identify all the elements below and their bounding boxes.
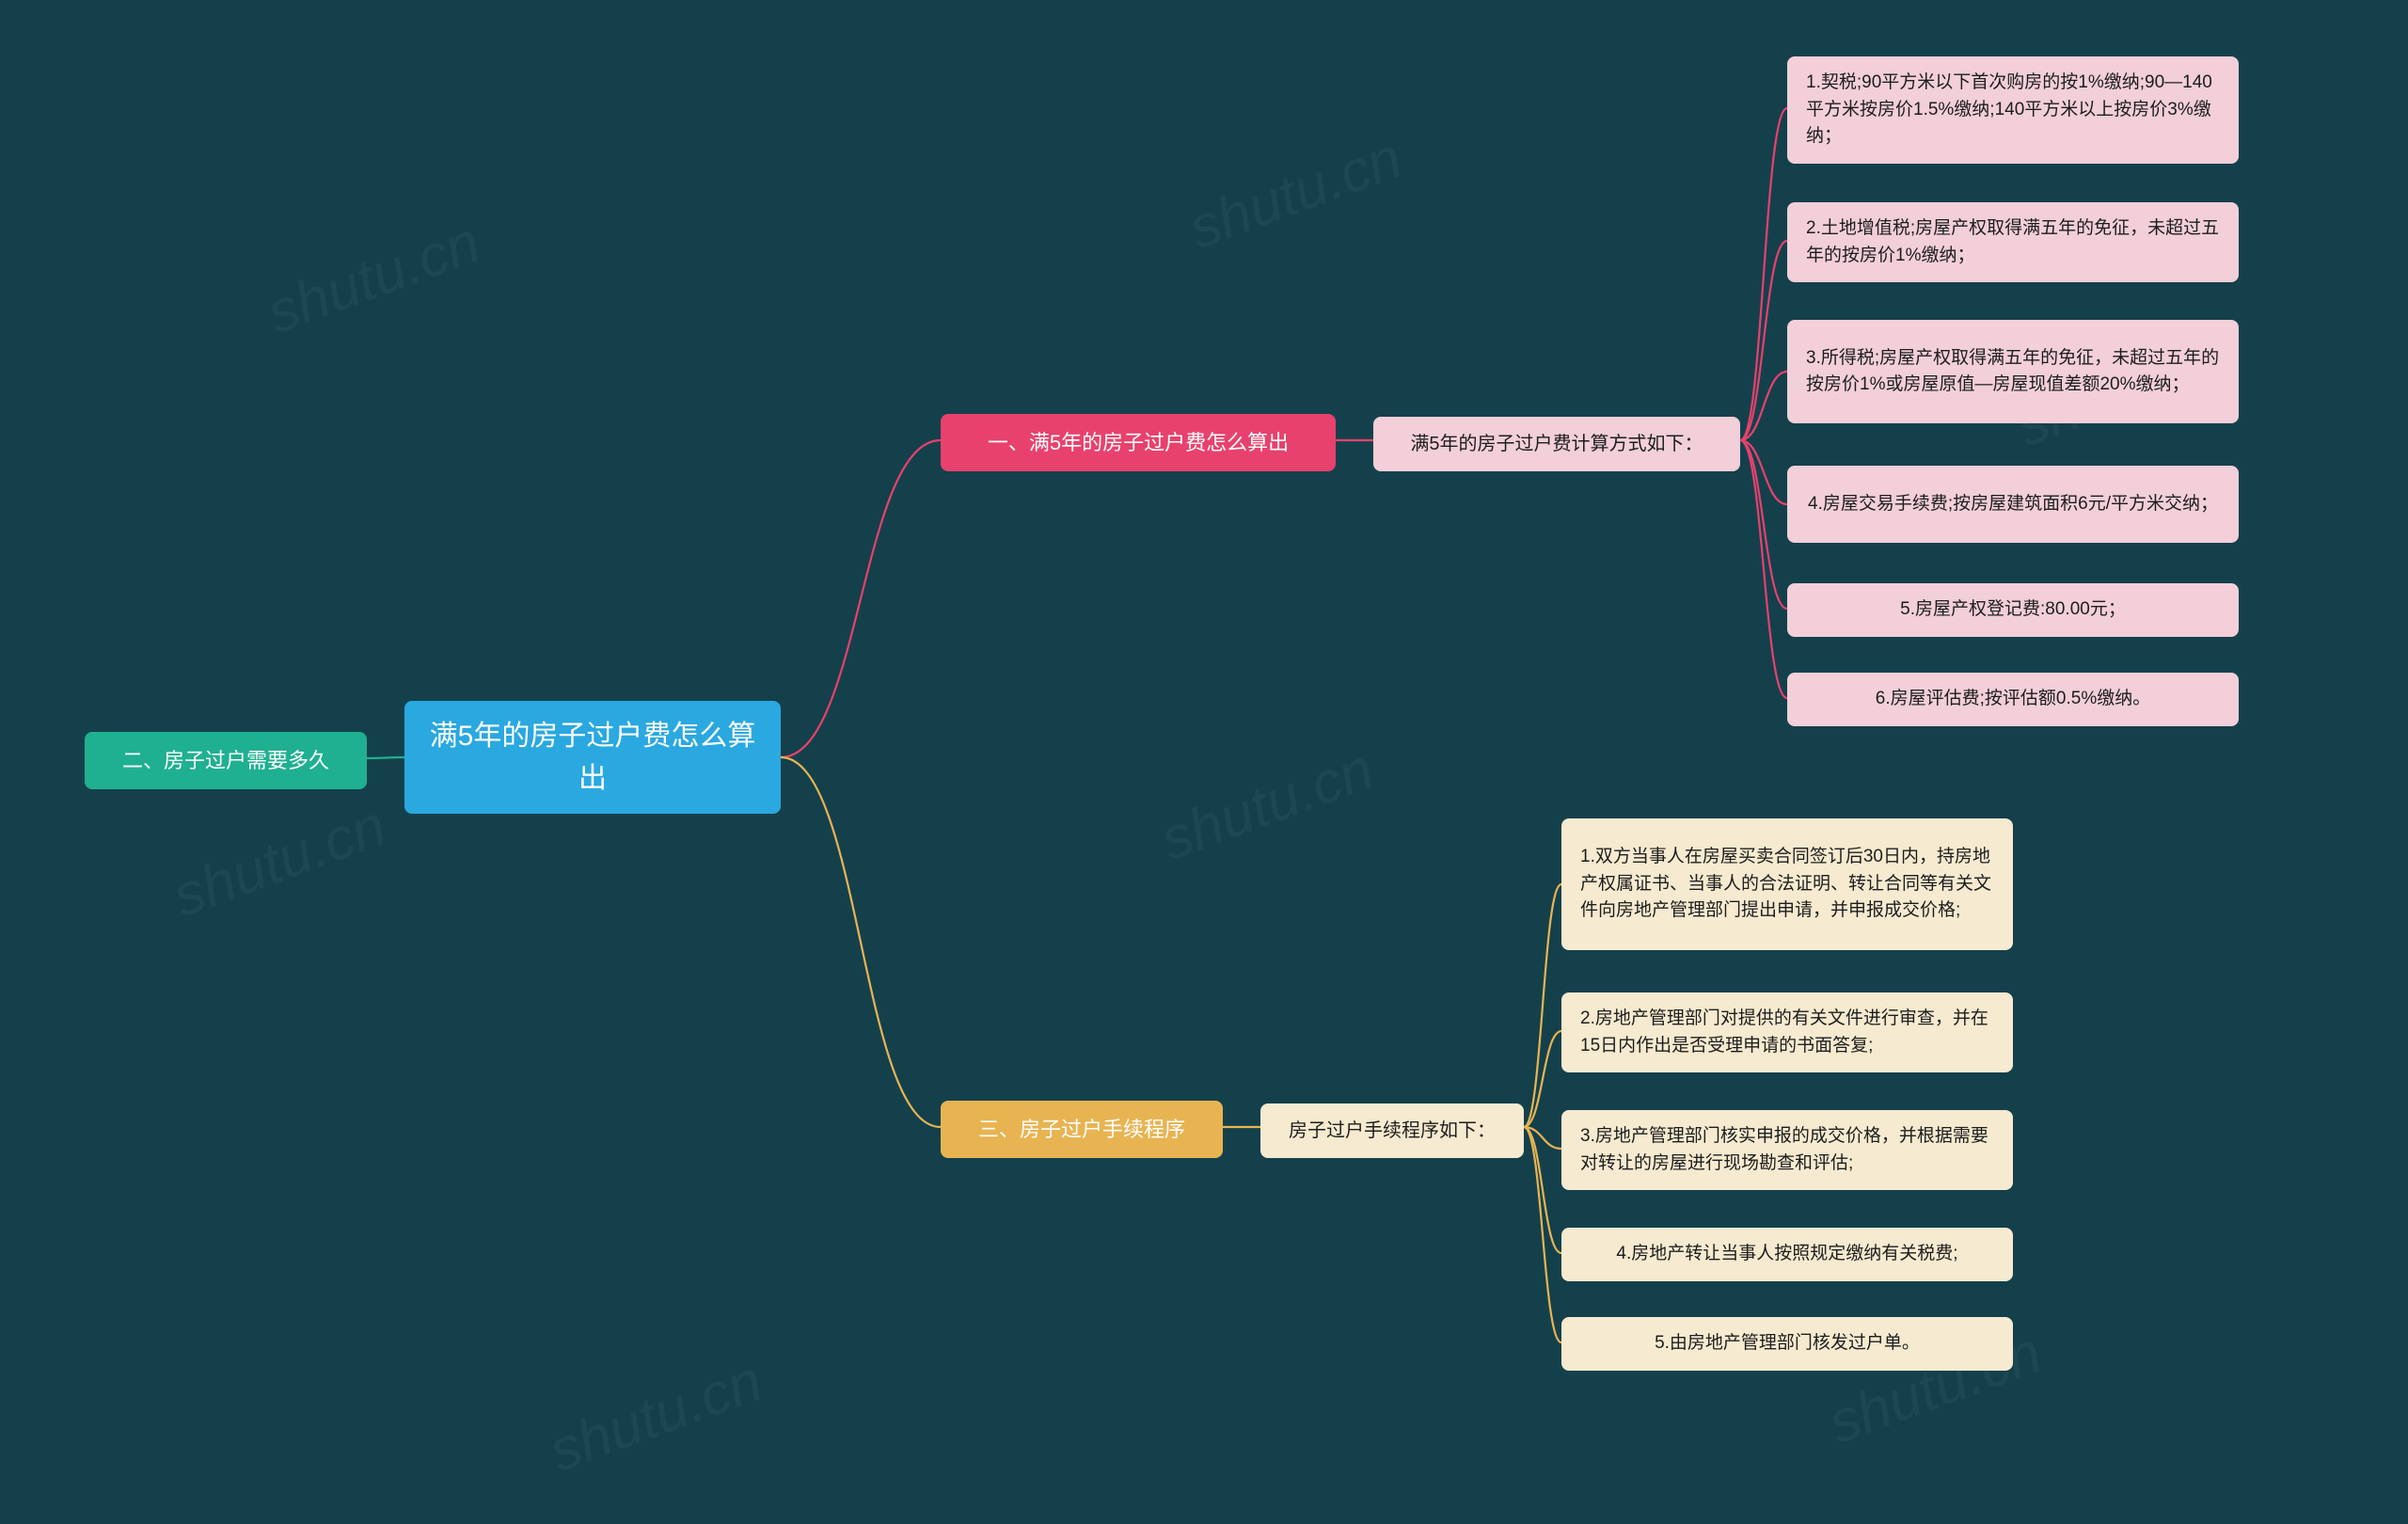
watermark: shutu.cn — [259, 209, 489, 347]
branch-1[interactable]: 一、满5年的房子过户费怎么算出 — [941, 414, 1336, 471]
branch-3-item-5-label: 5.由房地产管理部门核发过户单。 — [1655, 1330, 1920, 1357]
branch-1-item-6[interactable]: 6.房屋评估费;按评估额0.5%缴纳。 — [1787, 673, 2239, 726]
watermark: shutu.cn — [165, 792, 395, 930]
watermark: shutu.cn — [1180, 124, 1411, 262]
branch-3-item-4-label: 4.房地产转让当事人按照规定缴纳有关税费; — [1616, 1241, 1957, 1268]
branch-3-item-4[interactable]: 4.房地产转让当事人按照规定缴纳有关税费; — [1561, 1228, 2013, 1281]
branch-2-label: 二、房子过户需要多久 — [122, 745, 329, 776]
branch-3-item-3[interactable]: 3.房地产管理部门核实申报的成交价格，并根据需要对转让的房屋进行现场勘查和评估; — [1561, 1110, 2013, 1190]
root-node[interactable]: 满5年的房子过户费怎么算出 — [404, 701, 781, 814]
branch-1-item-1[interactable]: 1.契税;90平方米以下首次购房的按1%缴纳;90—140平方米按房价1.5%缴… — [1787, 56, 2239, 164]
branch-3-sub-label: 房子过户手续程序如下： — [1289, 1117, 1496, 1145]
branch-1-item-5-label: 5.房屋产权登记费:80.00元； — [1900, 596, 2126, 624]
branch-3-item-1-label: 1.双方当事人在房屋买卖合同签订后30日内，持房地产权属证书、当事人的合法证明、… — [1580, 844, 1994, 925]
branch-3-item-5[interactable]: 5.由房地产管理部门核发过户单。 — [1561, 1317, 2013, 1371]
branch-1-item-4[interactable]: 4.房屋交易手续费;按房屋建筑面积6元/平方米交纳； — [1787, 466, 2239, 543]
branch-3-sub[interactable]: 房子过户手续程序如下： — [1260, 1103, 1524, 1158]
root-node-label: 满5年的房子过户费怎么算出 — [423, 715, 762, 800]
watermark: shutu.cn — [1152, 736, 1383, 874]
branch-3-item-2[interactable]: 2.房地产管理部门对提供的有关文件进行审查，并在15日内作出是否受理申请的书面答… — [1561, 992, 2013, 1072]
branch-3[interactable]: 三、房子过户手续程序 — [941, 1101, 1223, 1158]
mindmap-canvas: shutu.cn shutu.cn shutu.cn shutu.cn shutu.cn… — [0, 0, 2408, 1524]
branch-1-item-3[interactable]: 3.所得税;房屋产权取得满五年的免征，未超过五年的按房价1%或房屋原值—房屋现值… — [1787, 320, 2239, 423]
branch-3-item-1[interactable]: 1.双方当事人在房屋买卖合同签订后30日内，持房地产权属证书、当事人的合法证明、… — [1561, 818, 2013, 950]
branch-1-sub-label: 满5年的房子过户费计算方式如下： — [1410, 430, 1703, 458]
watermark: shutu.cn — [541, 1347, 771, 1485]
branch-2[interactable]: 二、房子过户需要多久 — [85, 732, 367, 789]
branch-1-item-4-label: 4.房屋交易手续费;按房屋建筑面积6元/平方米交纳； — [1808, 491, 2218, 518]
branch-3-item-2-label: 2.房地产管理部门对提供的有关文件进行审查，并在15日内作出是否受理申请的书面答… — [1580, 1006, 1994, 1059]
branch-1-item-3-label: 3.所得税;房屋产权取得满五年的免征，未超过五年的按房价1%或房屋原值—房屋现值… — [1806, 345, 2220, 399]
branch-1-label: 一、满5年的房子过户费怎么算出 — [988, 427, 1289, 458]
branch-3-label: 三、房子过户手续程序 — [978, 1114, 1185, 1145]
branch-3-item-3-label: 3.房地产管理部门核实申报的成交价格，并根据需要对转让的房屋进行现场勘查和评估; — [1580, 1123, 1994, 1177]
branch-1-item-5[interactable]: 5.房屋产权登记费:80.00元； — [1787, 583, 2239, 637]
branch-1-item-2[interactable]: 2.土地增值税;房屋产权取得满五年的免征，未超过五年的按房价1%缴纳； — [1787, 202, 2239, 282]
branch-1-item-1-label: 1.契税;90平方米以下首次购房的按1%缴纳;90—140平方米按房价1.5%缴… — [1806, 70, 2220, 151]
branch-1-sub[interactable]: 满5年的房子过户费计算方式如下： — [1373, 417, 1740, 471]
branch-1-item-2-label: 2.土地增值税;房屋产权取得满五年的免征，未超过五年的按房价1%缴纳； — [1806, 215, 2220, 269]
branch-1-item-6-label: 6.房屋评估费;按评估额0.5%缴纳。 — [1876, 686, 2150, 713]
